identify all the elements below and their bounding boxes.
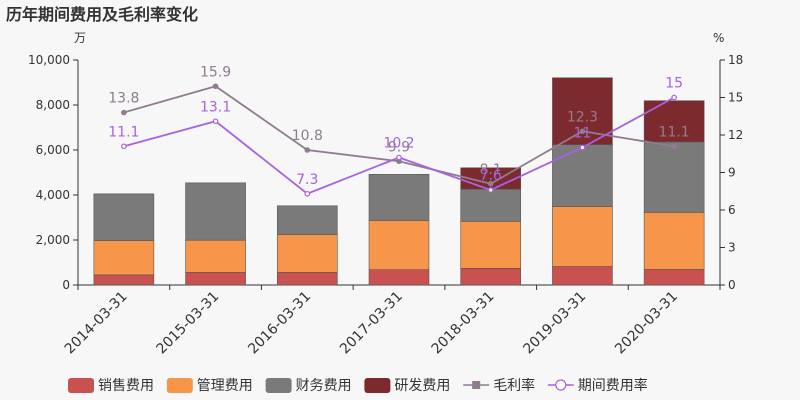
legend-item[interactable]: 研发费用 [364, 378, 450, 394]
bar-segment [460, 268, 522, 286]
bar-segment [643, 141, 705, 213]
left-tick-label: 10,000 [28, 53, 70, 67]
line-point [579, 144, 586, 151]
bar-segment [368, 174, 430, 221]
line-point [121, 143, 127, 150]
data-label: 9.9 [388, 139, 410, 155]
x-tick-label: 2020-03-31 [612, 289, 681, 358]
bar-segment [552, 266, 613, 286]
legend-item[interactable]: 管理费用 [166, 378, 253, 394]
line-point [121, 109, 127, 116]
line-point [487, 180, 494, 187]
legend-swatch [265, 378, 292, 393]
x-tick-label: 2015-03-31 [154, 289, 223, 358]
line-point [304, 147, 311, 153]
data-label: 7.3 [296, 172, 318, 188]
bar-segment [643, 212, 705, 270]
legend-label: 期间费用率 [578, 377, 648, 394]
x-tick-label: 2017-03-31 [337, 289, 406, 358]
chart-title: 历年期间费用及毛利率变化 [6, 5, 198, 24]
legend-marker [472, 381, 481, 389]
data-label: 15 [665, 76, 683, 92]
data-label: 11.1 [659, 124, 690, 140]
bars-layer [93, 77, 705, 286]
bar-segment [185, 239, 246, 273]
line-point [304, 190, 311, 197]
line-point [579, 128, 586, 135]
bar-segment [93, 274, 155, 286]
left-tick-label: 0 [62, 278, 70, 292]
legend-item[interactable]: 期间费用率 [547, 377, 648, 394]
legend-label: 研发费用 [394, 378, 450, 394]
legend-item[interactable]: 财务费用 [265, 378, 352, 394]
bar-segment [185, 272, 246, 286]
line-point [212, 83, 219, 90]
right-tick-label: 9 [728, 166, 736, 180]
left-axis-unit: 万 [74, 31, 86, 45]
left-tick-label: 6,000 [36, 143, 70, 157]
bar-segment [185, 182, 246, 241]
right-tick-label: 0 [728, 278, 736, 292]
legend-item[interactable]: 毛利率 [463, 377, 535, 394]
right-tick-label: 3 [728, 241, 736, 255]
right-tick-label: 6 [728, 203, 736, 217]
data-label: 10.8 [292, 128, 323, 144]
line-point [396, 154, 402, 161]
data-labels-layer: 13.8 15.9 10.8 9.9 8.1 12.3 11.1 11.1 13.1 7.3 10.… [108, 64, 689, 188]
bar-segment [460, 188, 522, 222]
legend-item[interactable]: 销售费用 [68, 378, 154, 394]
right-tick-label: 18 [728, 53, 743, 67]
legend-swatch [166, 378, 193, 393]
legend-label: 毛利率 [493, 377, 535, 394]
bar-segment [460, 221, 522, 269]
lines-layer [121, 83, 677, 197]
right-tick-label: 15 [728, 91, 743, 105]
data-label: 7.6 [480, 168, 502, 184]
bar-segment [93, 240, 155, 276]
left-tick-label: 4,000 [36, 188, 70, 202]
bar-segment [368, 269, 430, 286]
legend-swatch [364, 378, 391, 393]
line-point [212, 118, 219, 125]
data-label: 13.1 [200, 99, 231, 115]
x-tick-label: 2018-03-31 [429, 289, 498, 358]
x-tick-label: 2016-03-31 [245, 289, 314, 358]
data-label: 13.8 [108, 91, 139, 107]
right-tick-label: 12 [728, 128, 743, 142]
data-label: 11 [574, 126, 592, 142]
data-label: 12.3 [567, 109, 598, 125]
legend-marker [555, 379, 567, 391]
bar-segment [643, 269, 705, 286]
bar-segment [643, 100, 705, 143]
data-label: 8.1 [480, 162, 502, 178]
line-point [487, 187, 494, 193]
legend-label: 销售费用 [98, 378, 154, 394]
right-axis-unit: % [713, 31, 724, 45]
bar-segment [276, 234, 338, 273]
left-tick-label: 2,000 [36, 233, 70, 247]
legend-swatch [68, 378, 94, 393]
data-label: 15.9 [200, 64, 231, 80]
legend-label: 管理费用 [197, 378, 253, 394]
bar-segment [552, 144, 613, 208]
bar-segment [93, 193, 155, 241]
data-label: 10.2 [383, 136, 414, 152]
legend: 销售费用 管理费用 财务费用 研发费用 毛利率 期间费用率 [68, 377, 648, 394]
bar-segment [368, 220, 430, 271]
left-tick-label: 8,000 [36, 98, 70, 112]
data-label: 11.1 [108, 124, 139, 140]
bar-segment [276, 272, 338, 286]
x-tick-label: 2019-03-31 [520, 289, 589, 358]
bar-segment [552, 206, 613, 267]
line-point [671, 143, 677, 150]
bar-segment [276, 205, 338, 235]
line-point [671, 94, 677, 101]
x-tick-label: 2014-03-31 [62, 289, 131, 358]
legend-label: 财务费用 [296, 378, 352, 394]
